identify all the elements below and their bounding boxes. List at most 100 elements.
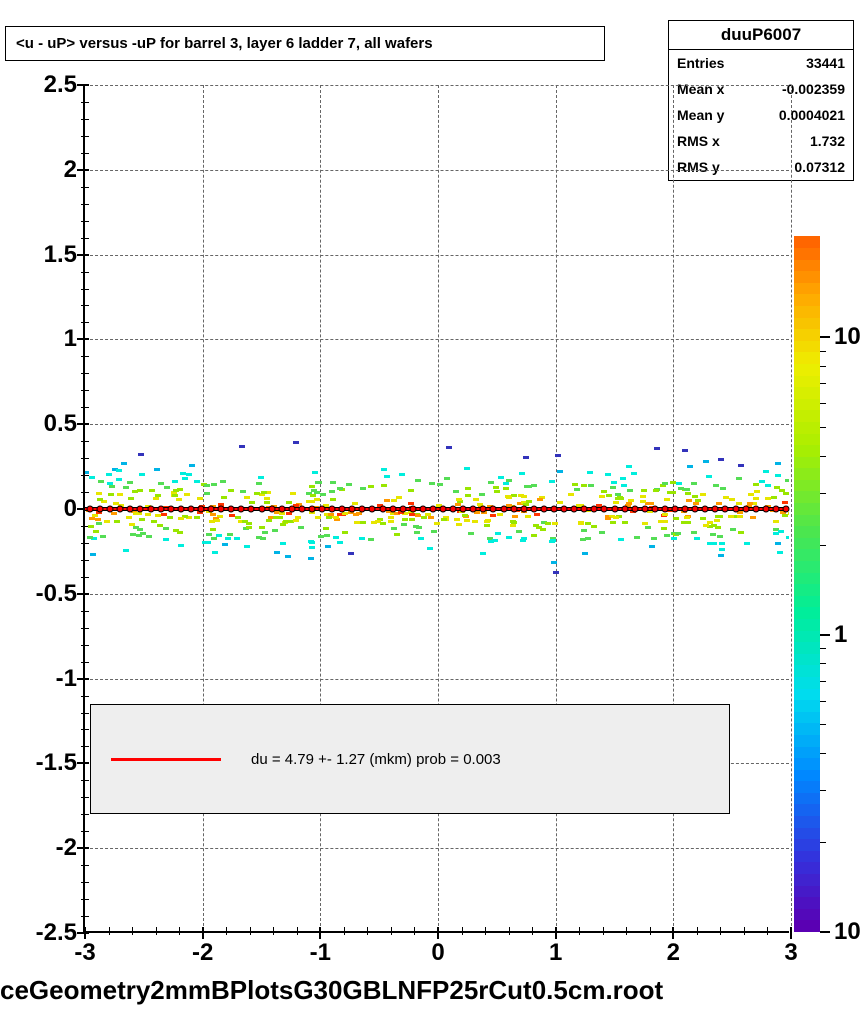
y-minor-tick bbox=[81, 696, 89, 697]
scatter-bin bbox=[312, 471, 318, 474]
scatter-bin bbox=[92, 514, 98, 517]
fit-marker bbox=[762, 506, 769, 513]
scatter-bin bbox=[775, 474, 781, 477]
scatter-bin bbox=[684, 516, 690, 519]
y-minor-tick bbox=[81, 729, 89, 730]
scatter-bin bbox=[246, 526, 252, 529]
scatter-bin bbox=[729, 498, 735, 501]
y-tick-label: 1 bbox=[64, 325, 77, 353]
scatter-bin bbox=[719, 548, 725, 551]
colorbar-tick bbox=[820, 427, 826, 428]
y-tick-label: 2 bbox=[64, 156, 77, 184]
x-minor-tick bbox=[462, 927, 463, 935]
scatter-bin bbox=[494, 490, 500, 493]
z-colorbar: 10110 bbox=[794, 248, 820, 932]
scatter-bin bbox=[585, 522, 591, 525]
scatter-bin bbox=[293, 519, 299, 522]
scatter-bin bbox=[384, 475, 390, 478]
scatter-bin bbox=[717, 515, 723, 518]
scatter-bin bbox=[216, 534, 222, 537]
y-minor-tick bbox=[81, 119, 89, 120]
fit-marker bbox=[258, 506, 265, 513]
scatter-bin bbox=[116, 478, 122, 481]
scatter-bin bbox=[127, 481, 133, 484]
scatter-bin bbox=[342, 531, 348, 534]
fit-marker bbox=[268, 506, 275, 513]
colorbar-segment bbox=[794, 757, 820, 769]
scatter-bin bbox=[401, 523, 407, 526]
scatter-bin bbox=[703, 460, 709, 463]
scatter-bin bbox=[409, 513, 415, 516]
colorbar-tick bbox=[820, 493, 826, 494]
x-minor-tick bbox=[250, 927, 251, 935]
scatter-bin bbox=[687, 465, 693, 468]
scatter-bin bbox=[670, 491, 676, 494]
fit-marker bbox=[540, 506, 547, 513]
scatter-bin bbox=[557, 470, 563, 473]
fit-marker bbox=[349, 506, 356, 513]
scatter-bin bbox=[158, 482, 164, 485]
y-tick-label: -2 bbox=[56, 834, 77, 862]
scatter-bin bbox=[700, 517, 706, 520]
colorbar-segment bbox=[794, 920, 820, 932]
fit-marker bbox=[702, 506, 709, 513]
scatter-bin bbox=[280, 523, 286, 526]
scatter-bin bbox=[692, 495, 698, 498]
fit-marker bbox=[460, 506, 467, 513]
fit-marker bbox=[712, 506, 719, 513]
scatter-bin bbox=[773, 520, 779, 523]
scatter-bin bbox=[360, 521, 366, 524]
y-minor-tick bbox=[81, 882, 89, 883]
colorbar-segment bbox=[794, 537, 820, 549]
scatter-bin bbox=[613, 516, 619, 519]
scatter-bin bbox=[228, 489, 234, 492]
y-tick-label: -1 bbox=[56, 665, 77, 693]
scatter-bin bbox=[503, 487, 509, 490]
scatter-bin bbox=[568, 493, 574, 496]
scatter-bin bbox=[308, 540, 314, 543]
colorbar-segment bbox=[794, 583, 820, 595]
colorbar-segment bbox=[794, 525, 820, 537]
y-minor-tick bbox=[81, 221, 89, 222]
scatter-bin bbox=[180, 472, 186, 475]
scatter-bin bbox=[381, 468, 387, 471]
colorbar-segment bbox=[794, 410, 820, 422]
scatter-bin bbox=[197, 497, 203, 500]
colorbar-tick bbox=[820, 701, 826, 702]
colorbar-tick-label: 10 bbox=[834, 323, 861, 351]
scatter-bin bbox=[154, 468, 160, 471]
colorbar-segment bbox=[794, 734, 820, 746]
scatter-bin bbox=[274, 551, 280, 554]
plot-title-text: <u - uP> versus -uP for barrel 3, layer … bbox=[16, 35, 433, 52]
scatter-bin bbox=[100, 535, 106, 538]
colorbar-segment bbox=[794, 862, 820, 874]
fit-marker bbox=[500, 506, 507, 513]
y-minor-tick bbox=[81, 153, 89, 154]
y-minor-tick bbox=[81, 356, 89, 357]
x-tick-label: -2 bbox=[192, 939, 213, 967]
scatter-bin bbox=[631, 472, 637, 475]
scatter-bin bbox=[753, 483, 759, 486]
scatter-bin bbox=[703, 524, 709, 527]
scatter-bin bbox=[173, 489, 179, 492]
scatter-bin bbox=[521, 537, 527, 540]
x-minor-tick bbox=[297, 927, 298, 935]
scatter-bin bbox=[490, 514, 496, 517]
scatter-bin bbox=[235, 516, 241, 519]
colorbar-segment bbox=[794, 398, 820, 410]
scatter-bin bbox=[738, 531, 744, 534]
scatter-bin bbox=[684, 488, 690, 491]
scatter-bin bbox=[108, 493, 114, 496]
fit-marker bbox=[530, 506, 537, 513]
scatter-bin bbox=[210, 513, 216, 516]
scatter-bin bbox=[309, 485, 315, 488]
scatter-bin bbox=[348, 552, 354, 555]
fit-marker bbox=[450, 506, 457, 513]
x-minor-tick bbox=[85, 927, 86, 935]
scatter-bin bbox=[388, 516, 394, 519]
y-minor-tick bbox=[81, 170, 89, 171]
scatter-bin bbox=[456, 498, 462, 501]
scatter-bin bbox=[628, 499, 634, 502]
scatter-bin bbox=[511, 494, 517, 497]
colorbar-segment bbox=[794, 688, 820, 700]
